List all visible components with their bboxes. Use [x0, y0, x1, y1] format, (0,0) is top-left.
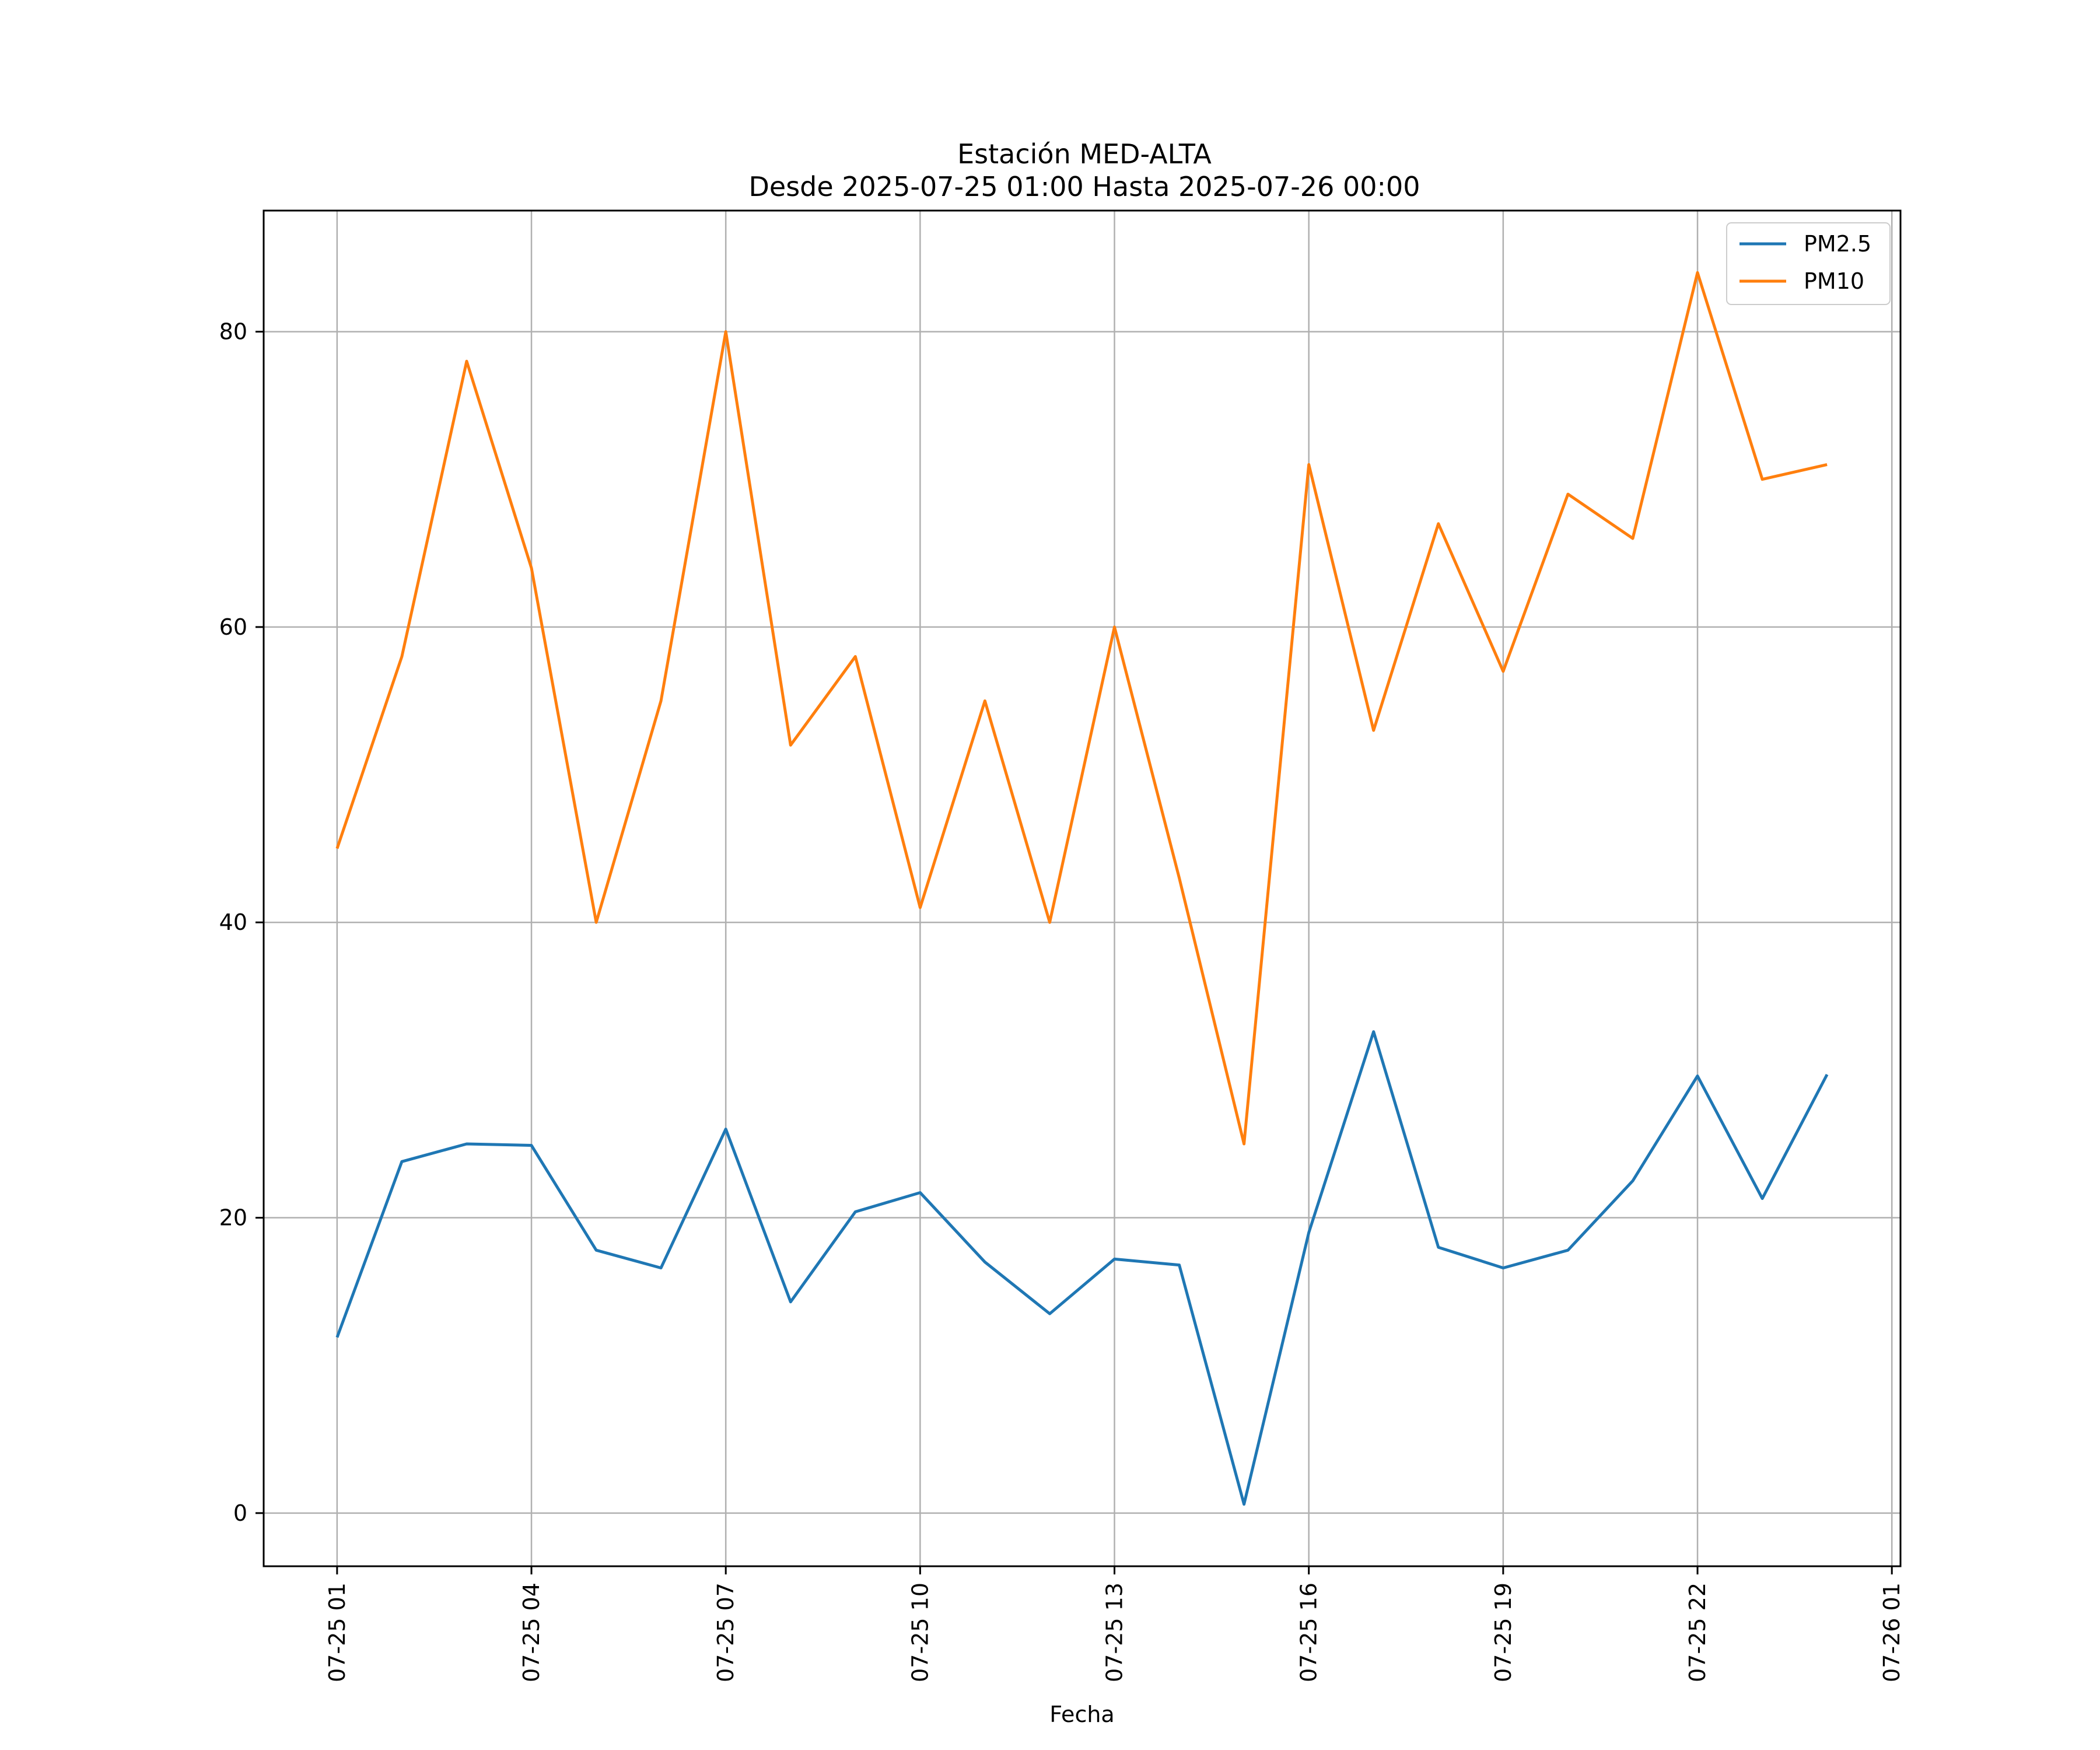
series-line-pm10: [335, 271, 1828, 1146]
series-lines: [335, 271, 1829, 1506]
y-tick-label: 40: [219, 909, 247, 935]
y-tick-label: 80: [219, 319, 247, 345]
x-axis-ticks: 07-25 01 07-25 04 07-25 07 07-25 10 07-25 13…: [324, 1566, 1905, 1682]
x-tick-label: 07-25 16: [1296, 1583, 1322, 1682]
y-tick-label: 60: [219, 614, 247, 640]
legend: PM2.5 PM10: [1726, 222, 1891, 305]
x-tick-label: 07-25 04: [519, 1583, 544, 1682]
x-tick-label: 07-26 01: [1879, 1583, 1905, 1682]
x-tick-label: 07-25 19: [1490, 1583, 1516, 1682]
x-tick-label: 07-25 01: [324, 1583, 350, 1682]
legend-label-pm10: PM10: [1804, 268, 1864, 294]
chart-title: Estación MED-ALTA: [957, 138, 1212, 170]
x-tick-label: 07-25 07: [713, 1583, 738, 1682]
chart-subtitle: Desde 2025-07-25 01:00 Hasta 2025-07-26 …: [748, 171, 1420, 202]
x-tick-label: 07-25 13: [1102, 1583, 1128, 1682]
x-tick-label: 07-25 22: [1685, 1583, 1710, 1682]
y-axis-ticks: 0 20 40 60 80: [219, 319, 264, 1526]
x-tick-label: 07-25 10: [907, 1583, 933, 1682]
series-line-pm25: [335, 1030, 1829, 1506]
plot-frame: [262, 209, 1902, 1567]
grid: [264, 211, 1901, 1566]
x-axis-label: Fecha: [1049, 1702, 1114, 1727]
y-tick-label: 20: [219, 1205, 247, 1231]
legend-label-pm25: PM2.5: [1804, 231, 1871, 257]
y-tick-label: 0: [233, 1500, 247, 1526]
